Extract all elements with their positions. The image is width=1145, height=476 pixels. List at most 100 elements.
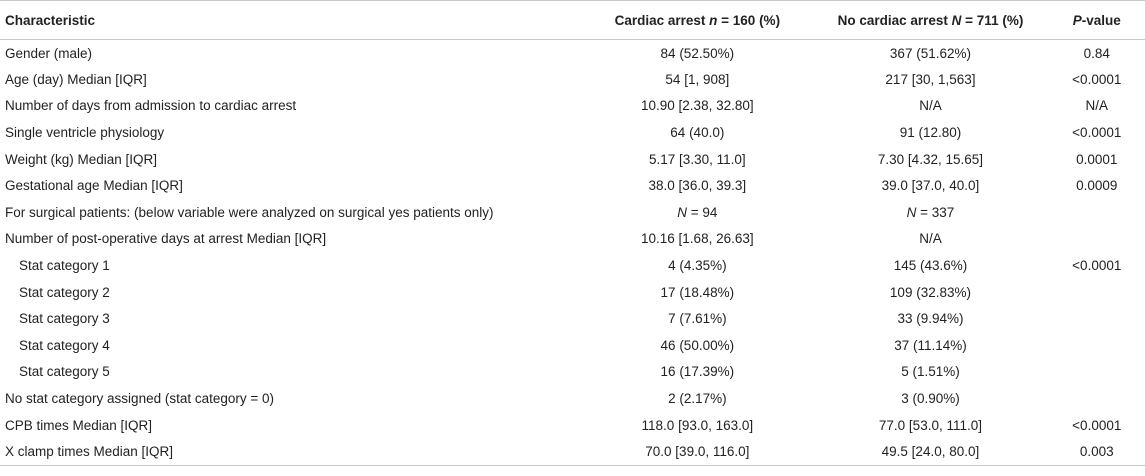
cell-characteristic: CPB times Median [IQR]: [5, 417, 153, 433]
table-row: Stat category 3 7 (7.61%) 33 (9.94%): [0, 305, 1145, 332]
cell-no-cardiac-arrest: 109 (32.83%): [889, 284, 971, 300]
cell-p-value: <0.0001: [1072, 417, 1122, 433]
cell-cardiac-arrest: 38.0 [36.0, 39.3]: [648, 178, 747, 194]
cell-cardiac-arrest: 64 (40.0): [670, 125, 725, 141]
cell-cardiac-arrest: 16 (17.39%): [660, 364, 735, 380]
cell-cardiac-arrest: 7 (7.61%): [668, 311, 727, 327]
table-row: Stat category 1 4 (4.35%) 145 (43.6%) <0…: [0, 252, 1145, 279]
header-no-cardiac-arrest-suffix: = 711 (%): [961, 12, 1024, 28]
table-row: No stat category assigned (stat category…: [0, 385, 1145, 412]
cell-cardiac-arrest: 10.16 [1.68, 26.63]: [641, 231, 754, 247]
cell-p-value: 0.84: [1083, 45, 1110, 61]
cell-characteristic: Single ventricle physiology: [5, 125, 165, 141]
cell-n-var: N: [906, 204, 917, 220]
cell-characteristic: Stat category 1: [19, 258, 110, 274]
cell-p-value: N/A: [1085, 98, 1109, 114]
cell-cardiac-arrest: 10.90 [2.38, 32.80]: [641, 98, 754, 114]
cell-p-value: <0.0001: [1072, 125, 1122, 141]
cell-p-value: [1049, 279, 1145, 306]
header-no-cardiac-arrest-var: N: [951, 12, 962, 28]
cell-characteristic: Weight (kg) Median [IQR]: [5, 151, 158, 167]
cell-no-cardiac-arrest: 33 (9.94%): [897, 311, 964, 327]
header-p-value: P-value: [1048, 0, 1145, 40]
table-row: Number of days from admission to cardiac…: [0, 93, 1145, 120]
header-cardiac-arrest-prefix: Cardiac arrest: [614, 12, 710, 28]
cell-cardiac-arrest: 54 [1, 908]: [665, 71, 730, 87]
cell-no-cardiac-arrest: 77.0 [53.0, 111.0]: [878, 417, 982, 433]
header-row: Characteristic Cardiac arrest n = 160 (%…: [0, 0, 1145, 40]
header-no-cardiac-arrest: No cardiac arrest N = 711 (%): [812, 0, 1049, 40]
cell-no-cardiac-arrest: 39.0 [37.0, 40.0]: [881, 178, 980, 194]
cell-cardiac-arrest: 46 (50.00%): [660, 337, 735, 353]
cell-no-cardiac-arrest: 217 [30, 1,563]: [885, 71, 976, 87]
cell-characteristic: X clamp times Median [IQR]: [0, 438, 583, 466]
header-p-value-suffix: -value: [1081, 12, 1121, 28]
cell-characteristic: Stat category 4: [19, 337, 110, 353]
cell-characteristic: Gestational age Median [IQR]: [5, 178, 183, 194]
cell-no-cardiac-arrest: 91 (12.80): [899, 125, 962, 141]
cell-no-cardiac-arrest: 3 (0.90%): [901, 391, 960, 407]
cell-p-value: 0.0001: [1076, 151, 1118, 167]
cell-no-cardiac-arrest: N = 337: [812, 199, 1048, 226]
cell-cardiac-arrest: 84 (52.50%): [660, 45, 735, 61]
cell-cardiac-arrest: 2 (2.17%): [668, 391, 727, 407]
cell-no-cardiac-arrest: 49.5 [24.0, 80.0]: [812, 438, 1049, 466]
table-row: Number of post-operative days at arrest …: [0, 226, 1145, 253]
cell-characteristic: Stat category 3: [19, 311, 110, 327]
cell-n-var: N: [677, 204, 687, 220]
cell-p-value: [1049, 305, 1145, 332]
cell-p-value: <0.0001: [1072, 258, 1122, 274]
header-p-value-var: P: [1072, 12, 1082, 28]
table-row: Single ventricle physiology 64 (40.0) 91…: [0, 119, 1145, 146]
table-header: Characteristic Cardiac arrest n = 160 (%…: [0, 0, 1145, 40]
cell-p-value: 0.003: [1048, 438, 1145, 466]
cell-characteristic: For surgical patients: (below variable w…: [5, 204, 494, 220]
cell-no-cardiac-arrest: 7.30 [4.32, 15.65]: [877, 151, 983, 167]
cell-n-value: = 337: [916, 204, 955, 220]
characteristics-table: Characteristic Cardiac arrest n = 160 (%…: [0, 0, 1145, 466]
cell-no-cardiac-arrest: 145 (43.6%): [893, 258, 968, 274]
cell-characteristic: Number of days from admission to cardiac…: [5, 98, 297, 114]
cell-characteristic: Stat category 5: [19, 364, 110, 380]
table-row: Stat category 5 16 (17.39%) 5 (1.51%): [0, 359, 1145, 386]
cell-no-cardiac-arrest: N/A: [919, 231, 942, 247]
table-row: CPB times Median [IQR] 118.0 [93.0, 163.…: [0, 412, 1145, 439]
table-row: X clamp times Median [IQR] 70.0 [39.0, 1…: [0, 438, 1145, 466]
table-body: Gender (male) 84 (52.50%) 367 (51.62%) 0…: [0, 40, 1145, 466]
cell-p-value: [1049, 199, 1145, 226]
cell-no-cardiac-arrest: 37 (11.14%): [894, 337, 967, 353]
cell-cardiac-arrest: 118.0 [93.0, 163.0]: [641, 417, 754, 433]
cell-no-cardiac-arrest: N/A: [919, 98, 942, 114]
cell-cardiac-arrest: 70.0 [39.0, 116.0]: [582, 438, 813, 466]
cell-cardiac-arrest: N = 94: [582, 199, 812, 226]
cell-p-value: [1049, 332, 1145, 359]
cell-p-value: [1049, 226, 1145, 253]
header-cardiac-arrest-var: n: [709, 12, 718, 28]
cell-characteristic: Age (day) Median [IQR]: [5, 71, 147, 87]
cell-p-value: [1049, 359, 1145, 386]
cell-n-value: = 94: [687, 204, 718, 220]
table-row: Stat category 2 17 (18.48%) 109 (32.83%): [0, 279, 1145, 306]
table-row: Weight (kg) Median [IQR] 5.17 [3.30, 11.…: [0, 146, 1145, 173]
cell-no-cardiac-arrest: 5 (1.51%): [901, 364, 960, 380]
header-characteristic: Characteristic: [0, 0, 583, 40]
cell-cardiac-arrest: 5.17 [3.30, 11.0]: [649, 151, 746, 167]
table-row: Stat category 4 46 (50.00%) 37 (11.14%): [0, 332, 1145, 359]
cell-characteristic: Stat category 2: [19, 284, 110, 300]
table-row: Gestational age Median [IQR] 38.0 [36.0,…: [0, 172, 1145, 199]
cell-cardiac-arrest: 17 (18.48%): [660, 284, 735, 300]
cell-p-value: 0.0009: [1076, 178, 1118, 194]
cell-characteristic: Number of post-operative days at arrest …: [5, 231, 327, 247]
cell-p-value: [1049, 385, 1145, 412]
cell-characteristic: Gender (male): [5, 45, 93, 61]
cell-cardiac-arrest: 4 (4.35%): [668, 258, 727, 274]
cell-no-cardiac-arrest: 367 (51.62%): [889, 45, 971, 61]
table-row: Gender (male) 84 (52.50%) 367 (51.62%) 0…: [0, 40, 1145, 67]
cell-characteristic: No stat category assigned (stat category…: [5, 391, 275, 407]
table-row: For surgical patients: (below variable w…: [0, 199, 1145, 226]
header-cardiac-arrest: Cardiac arrest n = 160 (%): [582, 0, 813, 40]
header-cardiac-arrest-suffix: = 160 (%): [717, 12, 781, 28]
table-row: Age (day) Median [IQR] 54 [1, 908] 217 […: [0, 66, 1145, 93]
header-no-cardiac-arrest-prefix: No cardiac arrest: [837, 12, 952, 28]
